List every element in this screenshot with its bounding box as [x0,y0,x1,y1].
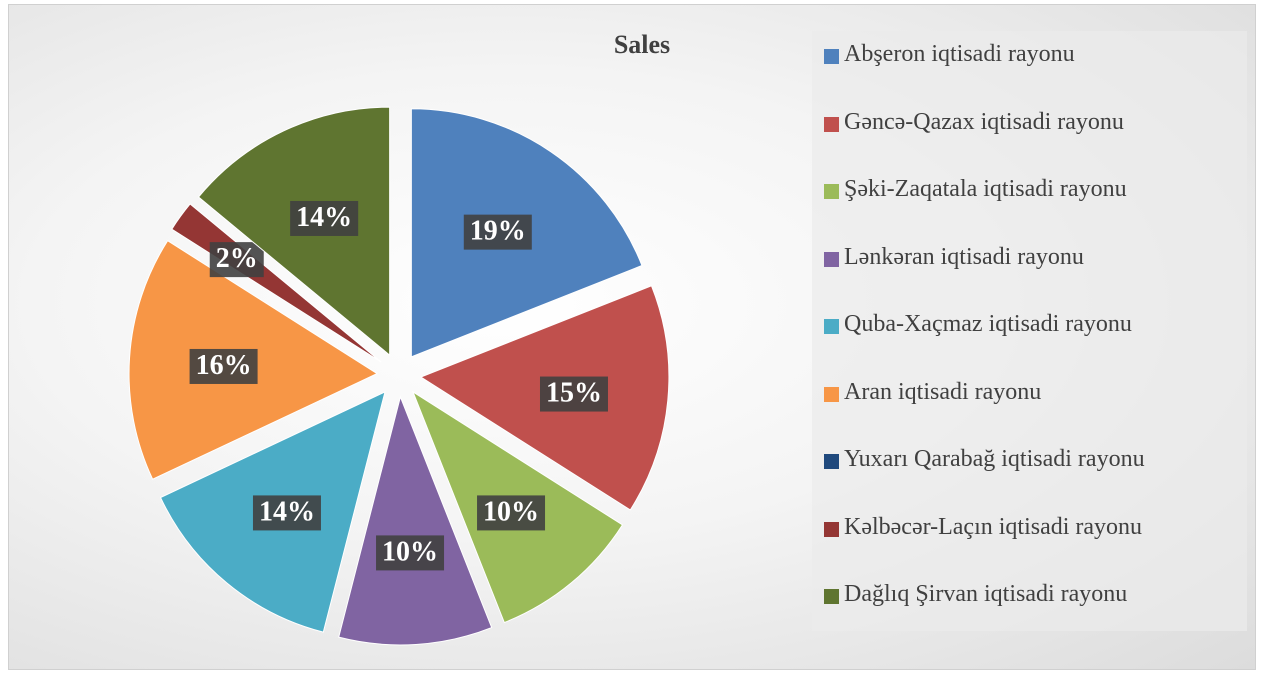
data-label: 14% [290,200,359,236]
pie-chart: Sales 19% 15% 10% 10% 14% 16% 2% 14% [128,30,670,646]
legend-label: Lənkəran iqtisadi rayonu [844,243,1084,270]
legend-item: Abşeron iqtisadi rayonu [824,41,1234,67]
data-label-box [539,376,608,412]
legend-item: Yuxarı Qarabağ iqtisadi rayonu [824,446,1234,472]
chart-title: Sales [614,30,670,59]
data-label: 10% [477,495,546,531]
data-label-text: 10% [382,536,438,567]
legend-item: Kəlbəcər-Laçın iqtisadi rayonu [824,514,1234,540]
data-label-box [376,535,445,571]
legend-swatch [824,49,839,64]
data-label-box [463,214,532,250]
data-label-text: 19% [470,216,526,247]
legend-swatch [824,116,839,132]
legend-item: Quba-Xaçmaz iqtisadi rayonu [824,311,1234,337]
legend-swatch [824,589,839,604]
legend-label: Aran iqtisadi rayonu [844,378,1042,405]
data-label: 19% [463,214,532,250]
legend-swatch [824,319,839,334]
legend-item: Şəki-Zaqatala iqtisadi rayonu [824,176,1234,202]
data-label-box [290,200,359,236]
chart-area: Sales 19% 15% 10% 10% 14% 16% 2% 14% Abşeron iq… [8,4,1256,670]
data-label-box [252,495,321,531]
data-label-text: 15% [546,378,602,409]
legend-label: Kəlbəcər-Laçın iqtisadi rayonu [844,513,1143,540]
data-label-text: 2% [216,243,258,274]
data-label: 14% [252,495,321,531]
data-label-box [209,242,264,278]
legend-item: Dağlıq Şirvan iqtisadi rayonu [824,581,1234,607]
data-label-text: 10% [483,496,539,527]
legend-swatch [824,521,839,537]
data-label: 16% [189,348,258,384]
legend-label: Şəki-Zaqatala iqtisadi rayonu [844,176,1127,202]
legend-label: Yuxarı Qarabağ iqtisadi rayonu [844,446,1145,472]
data-label: 15% [539,376,608,412]
data-label-text: 14% [296,202,352,233]
legend-label: Abşeron iqtisadi rayonu [844,41,1075,67]
data-label-box [477,495,546,531]
data-label-box [189,348,258,384]
legend-label: Dağlıq Şirvan iqtisadi rayonu [844,581,1128,607]
legend-item: Gəncə-Qazax iqtisadi rayonu [824,109,1234,135]
data-label-text: 16% [196,350,252,381]
pie-slice [338,395,493,646]
legend-label: Gəncə-Qazax iqtisadi rayonu [844,108,1124,135]
legend-swatch [824,454,839,469]
legend: Abşeron iqtisadi rayonu Gəncə-Qazax iqtis… [812,31,1247,631]
legend-item: Lənkəran iqtisadi rayonu [824,244,1234,270]
data-label: 2% [209,242,264,278]
legend-swatch [824,184,839,199]
legend-swatch [824,251,839,267]
data-label-text: 14% [259,496,315,527]
legend-item: Aran iqtisadi rayonu [824,379,1234,405]
legend-label: Quba-Xaçmaz iqtisadi rayonu [844,311,1132,337]
legend-swatch [824,386,839,402]
data-label: 10% [376,535,445,571]
